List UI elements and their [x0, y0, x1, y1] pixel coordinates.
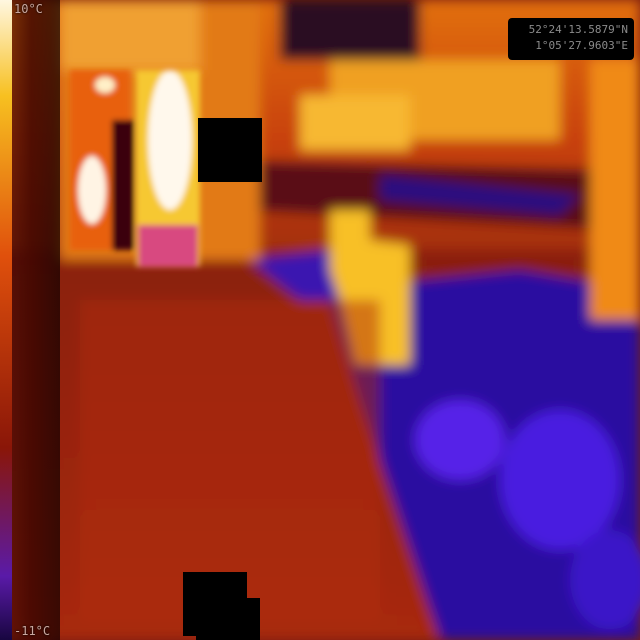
hot-spot: [148, 70, 192, 210]
cold-spot: [570, 530, 640, 630]
gps-readout: 52°24'13.5879"N 1°05'27.9603"E: [508, 18, 634, 60]
warm-right-edge: [590, 60, 640, 320]
dark-top-area: [280, 0, 420, 60]
hot-spot: [78, 156, 106, 224]
cold-spot: [415, 400, 505, 480]
gps-longitude: 1°05'27.9603"E: [535, 39, 628, 52]
cold-band: [380, 175, 580, 215]
hot-panel-base: [138, 225, 198, 267]
dark-divider: [112, 120, 134, 250]
warm-top-left: [60, 0, 200, 70]
redaction-box: [196, 598, 260, 640]
redaction-box: [198, 118, 262, 182]
ground-texture: [80, 300, 380, 620]
temperature-max-label: 10°C: [14, 2, 43, 16]
warm-building: [300, 95, 410, 150]
temperature-scale-bar: [0, 0, 12, 640]
cold-spot: [500, 410, 620, 550]
temperature-min-label: -11°C: [14, 624, 51, 638]
hot-spot: [95, 77, 115, 93]
scale-shade: [12, 0, 60, 640]
gps-latitude: 52°24'13.5879"N: [528, 23, 628, 36]
cold-strip: [250, 250, 340, 300]
